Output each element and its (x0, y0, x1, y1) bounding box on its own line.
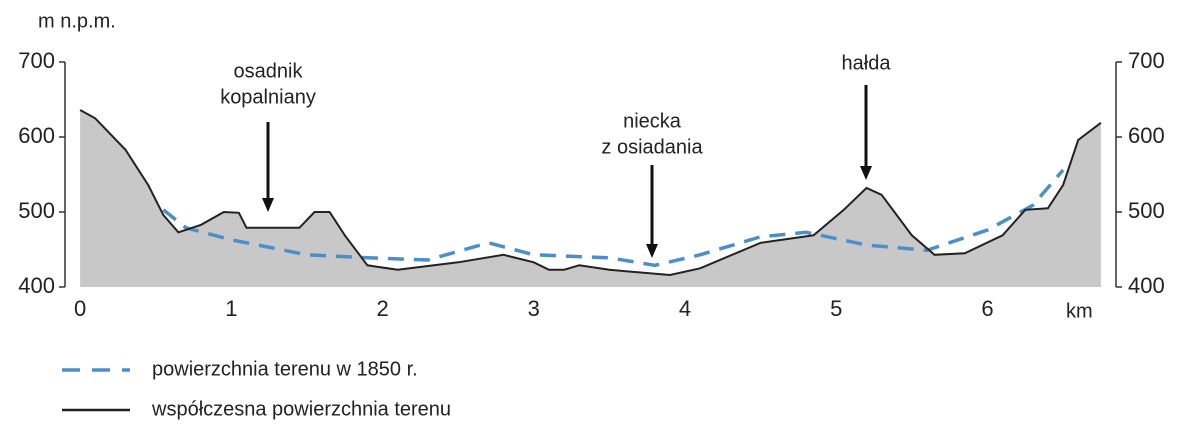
annotation-text: niecka (623, 110, 682, 132)
terrain-area (80, 110, 1101, 287)
x-tick-label: 2 (376, 296, 388, 321)
arrow-head (646, 244, 658, 258)
y2-tick-label: 400 (1128, 273, 1165, 298)
annotation-text: z osiadania (601, 136, 703, 158)
annotation-text: osadnik (234, 60, 304, 82)
y-tick-label: 600 (18, 123, 55, 148)
x-tick-label: 6 (981, 296, 993, 321)
annotation-text: hałda (842, 52, 892, 74)
solid-line (79, 109, 1102, 277)
y2-tick-label: 500 (1128, 198, 1165, 223)
legend-label: współczesna powierzchnia terenu (151, 398, 451, 420)
legend-label: powierzchnia terenu w 1850 r. (152, 358, 418, 380)
y-tick-label: 500 (18, 198, 55, 223)
annotation-text: kopalniany (220, 86, 316, 108)
y-tick-label: 400 (18, 273, 55, 298)
y2-tick-label: 600 (1128, 123, 1165, 148)
x-tick-label: 4 (679, 296, 691, 321)
dashed-line (162, 168, 1065, 268)
y-axis-label: m n.p.m. (38, 10, 116, 32)
y-tick-label: 700 (18, 48, 55, 73)
arrow-head (860, 166, 872, 180)
x-tick-label: 5 (830, 296, 842, 321)
x-tick-label: 3 (528, 296, 540, 321)
y2-tick-label: 700 (1128, 48, 1165, 73)
x-tick-label: 1 (225, 296, 237, 321)
x-axis-label: km (1066, 300, 1093, 322)
arrow-head (262, 198, 274, 212)
x-tick-label: 0 (74, 296, 86, 321)
